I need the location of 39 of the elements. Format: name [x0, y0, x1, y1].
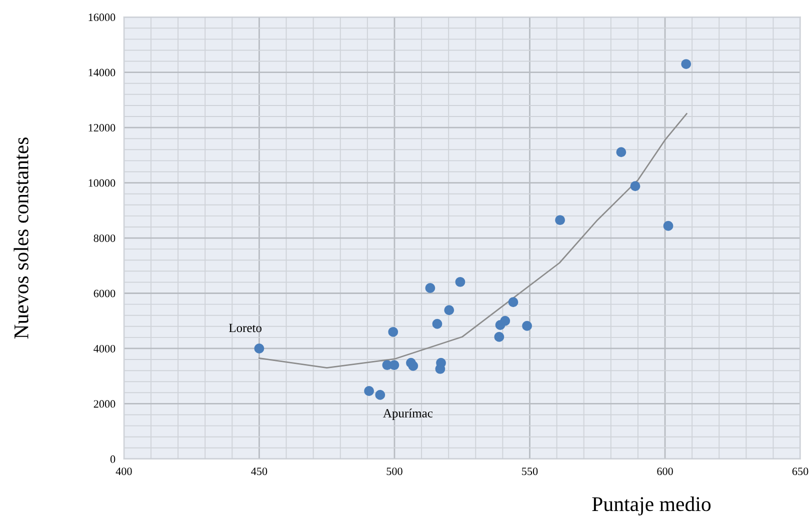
- point: [389, 360, 400, 370]
- y-tick-label: 4000: [94, 344, 116, 352]
- y-tick-label: 2000: [94, 400, 116, 408]
- point: [494, 332, 504, 342]
- x-tick-label: 650: [792, 468, 808, 476]
- point: [435, 364, 446, 374]
- x-tick-label: 400: [116, 468, 132, 476]
- point: [455, 276, 466, 287]
- y-tick-label: 0: [110, 455, 116, 463]
- point: [522, 320, 532, 331]
- point: [388, 326, 398, 337]
- x-tick-label: 550: [522, 468, 538, 476]
- point: [254, 344, 264, 354]
- point: [681, 59, 692, 70]
- point: [555, 215, 566, 226]
- point: [663, 220, 674, 231]
- annotation: Loreto: [229, 324, 262, 332]
- x-tick-label: 450: [251, 468, 268, 476]
- point: [630, 181, 640, 192]
- y-tick-label: 14000: [88, 68, 116, 76]
- point: [500, 316, 510, 326]
- y-tick-label: 16000: [88, 14, 116, 22]
- point: [408, 360, 418, 371]
- y-axis-title: Nuevos soles constantes: [14, 138, 28, 339]
- annotation: Apurímac: [383, 408, 433, 420]
- point: [432, 318, 442, 329]
- point: [508, 297, 518, 308]
- point: [444, 305, 454, 316]
- x-tick-label: 600: [657, 468, 673, 476]
- y-tick-label: 10000: [88, 179, 116, 187]
- x-tick-label: 500: [386, 468, 402, 476]
- y-tick-label: 6000: [94, 290, 116, 298]
- x-axis-title: Puntaje medio: [592, 496, 711, 516]
- y-tick-label: 8000: [94, 234, 116, 242]
- y-tick-label: 12000: [88, 124, 116, 132]
- point: [375, 390, 386, 400]
- point: [616, 147, 626, 158]
- point: [425, 283, 436, 293]
- point: [364, 386, 374, 396]
